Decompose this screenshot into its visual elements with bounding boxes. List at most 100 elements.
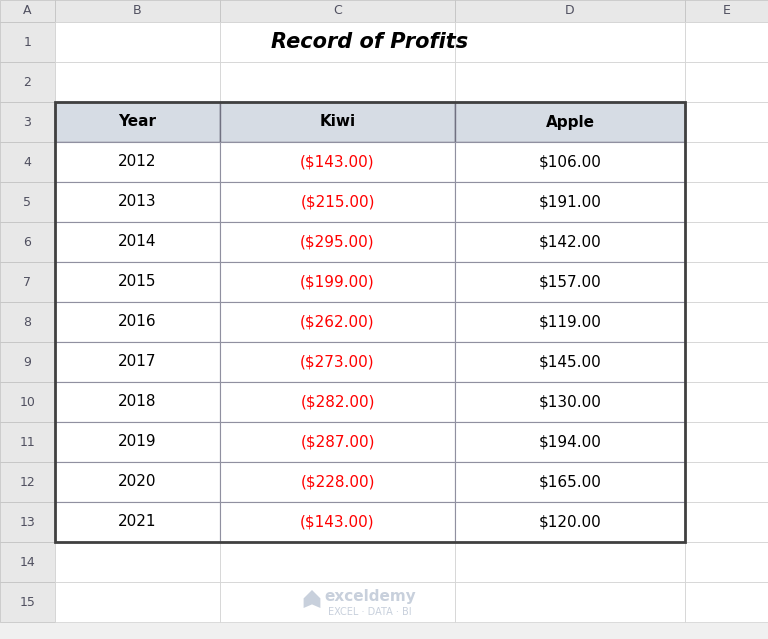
Bar: [220, 422, 455, 462]
Bar: [220, 102, 455, 142]
Bar: [55, 102, 220, 142]
Text: Apple: Apple: [545, 114, 594, 130]
Bar: [0, 582, 55, 622]
Bar: [55, 382, 220, 422]
Bar: [55, 502, 220, 542]
Bar: [685, 262, 768, 302]
Bar: [55, 102, 220, 142]
Text: ($287.00): ($287.00): [300, 435, 375, 449]
Bar: [685, 182, 768, 222]
Text: $165.00: $165.00: [538, 475, 601, 489]
Bar: [685, 222, 768, 262]
Bar: [220, 382, 455, 422]
Text: Kiwi: Kiwi: [319, 114, 356, 130]
Bar: [455, 182, 685, 222]
Text: 10: 10: [19, 396, 35, 408]
Text: ($143.00): ($143.00): [300, 514, 375, 530]
Bar: [0, 22, 55, 62]
Bar: [0, 382, 55, 422]
Text: 15: 15: [19, 596, 35, 608]
Text: $130.00: $130.00: [538, 394, 601, 410]
Bar: [220, 262, 455, 302]
Bar: [55, 422, 220, 462]
Text: 2016: 2016: [118, 314, 157, 330]
Text: $106.00: $106.00: [538, 155, 601, 169]
Bar: [685, 582, 768, 622]
Text: $191.00: $191.00: [538, 194, 601, 210]
Bar: [55, 462, 220, 502]
Text: Year: Year: [118, 114, 157, 130]
Bar: [685, 302, 768, 342]
Bar: [55, 182, 220, 222]
Bar: [455, 262, 685, 302]
Text: 2019: 2019: [118, 435, 157, 449]
Bar: [220, 302, 455, 342]
Bar: [0, 0, 55, 22]
Text: 2018: 2018: [118, 394, 157, 410]
Bar: [55, 0, 220, 22]
Bar: [220, 222, 455, 262]
Text: 14: 14: [20, 555, 35, 569]
Bar: [220, 462, 455, 502]
Text: E: E: [723, 4, 730, 17]
Bar: [685, 422, 768, 462]
Bar: [685, 462, 768, 502]
Bar: [220, 582, 455, 622]
Bar: [0, 422, 55, 462]
Bar: [0, 302, 55, 342]
Bar: [455, 262, 685, 302]
Bar: [220, 342, 455, 382]
Bar: [220, 422, 455, 462]
Text: 1: 1: [24, 36, 31, 49]
Bar: [0, 262, 55, 302]
Bar: [455, 102, 685, 142]
Text: B: B: [133, 4, 142, 17]
Text: ($273.00): ($273.00): [300, 355, 375, 369]
Text: $119.00: $119.00: [538, 314, 601, 330]
Bar: [0, 62, 55, 102]
Text: 2021: 2021: [118, 514, 157, 530]
Bar: [220, 502, 455, 542]
Bar: [455, 342, 685, 382]
Text: $142.00: $142.00: [538, 235, 601, 249]
Text: 3: 3: [24, 116, 31, 128]
Bar: [685, 382, 768, 422]
Text: 7: 7: [24, 275, 31, 288]
Bar: [55, 502, 220, 542]
Bar: [455, 182, 685, 222]
Bar: [455, 462, 685, 502]
Bar: [455, 502, 685, 542]
Bar: [55, 342, 220, 382]
Bar: [455, 222, 685, 262]
Text: $120.00: $120.00: [538, 514, 601, 530]
Bar: [685, 22, 768, 62]
Text: Record of Profits: Record of Profits: [271, 32, 468, 52]
Text: 2: 2: [24, 75, 31, 88]
Bar: [220, 0, 455, 22]
Bar: [55, 262, 220, 302]
Bar: [455, 22, 685, 62]
Bar: [55, 462, 220, 502]
Text: 9: 9: [24, 355, 31, 369]
Text: 12: 12: [20, 475, 35, 488]
Bar: [455, 422, 685, 462]
Bar: [55, 142, 220, 182]
Bar: [220, 142, 455, 182]
Bar: [455, 382, 685, 422]
Text: 2017: 2017: [118, 355, 157, 369]
Text: 2015: 2015: [118, 275, 157, 289]
Bar: [220, 62, 455, 102]
Bar: [685, 502, 768, 542]
Bar: [0, 502, 55, 542]
Text: ($215.00): ($215.00): [300, 194, 375, 210]
Bar: [220, 182, 455, 222]
Text: 4: 4: [24, 155, 31, 169]
Bar: [455, 222, 685, 262]
Text: 13: 13: [20, 516, 35, 528]
Bar: [220, 22, 455, 62]
Bar: [455, 502, 685, 542]
Bar: [455, 582, 685, 622]
Bar: [0, 542, 55, 582]
Bar: [0, 102, 55, 142]
Text: ($228.00): ($228.00): [300, 475, 375, 489]
